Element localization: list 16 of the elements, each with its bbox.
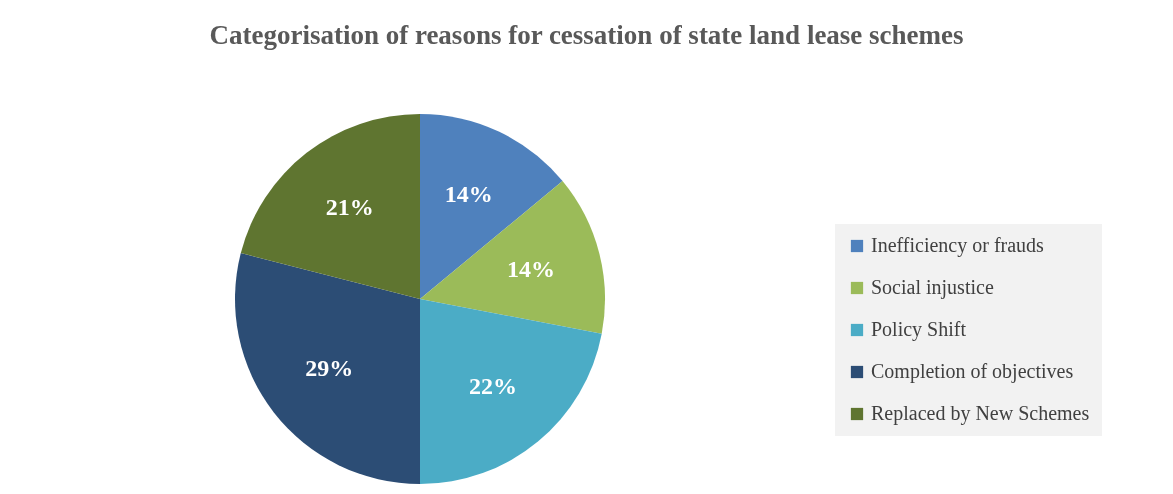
data-label: 22% [469,373,518,400]
legend-label: Replaced by New Schemes [871,402,1090,425]
chart-title: Categorisation of reasons for cessation of state land lease schemes [209,20,964,50]
pie-slice [420,299,602,484]
legend-label: Completion of objectives [871,360,1074,383]
pie-slice [235,252,420,484]
legend-label: Inefficiency or frauds [871,234,1045,257]
data-label: 14% [507,256,556,283]
data-label: 21% [325,194,374,221]
pie-slice [420,114,563,299]
pie-slice [240,114,420,299]
legend-label: Social injustice [871,276,994,299]
legend-label: Policy Shift [871,318,967,341]
pie-slice [420,181,605,334]
data-label: 14% [444,181,493,208]
data-label: 29% [305,355,354,382]
